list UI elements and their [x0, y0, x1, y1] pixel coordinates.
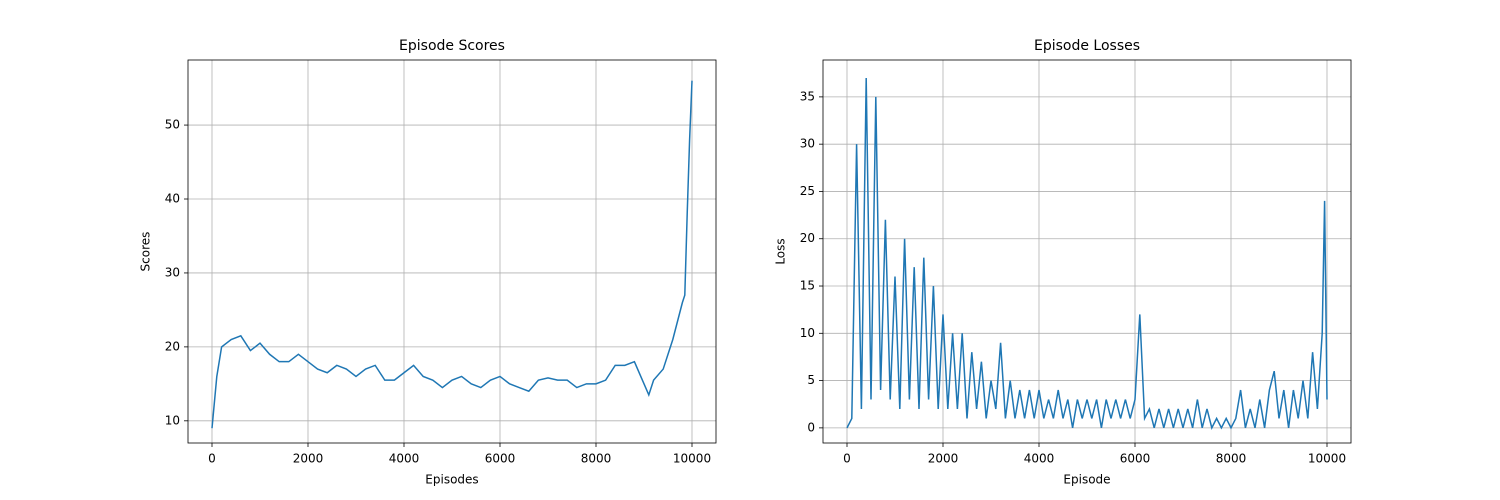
x-tick-label: 2000	[928, 452, 959, 466]
x-axis-label: Episodes	[425, 473, 478, 487]
y-tick-label: 20	[165, 339, 180, 353]
x-tick-label: 10000	[673, 452, 711, 466]
x-tick-label: 4000	[389, 452, 420, 466]
y-tick-label: 20	[800, 231, 815, 245]
data-line	[846, 77, 1328, 430]
x-tick-label: 10000	[1308, 452, 1346, 466]
x-tick-label: 8000	[581, 452, 612, 466]
x-tick-label: 2000	[293, 452, 324, 466]
y-tick-label: 15	[800, 279, 815, 293]
plot-frame	[822, 59, 1352, 444]
y-tick-label: 10	[800, 326, 815, 340]
y-tick-label: 30	[165, 265, 180, 279]
x-tick-label: 0	[843, 452, 851, 466]
y-tick-label: 5	[807, 373, 815, 387]
y-tick-label: 0	[807, 420, 815, 434]
x-tick-label: 6000	[485, 452, 516, 466]
y-tick-label: 50	[165, 118, 180, 132]
y-tick-label: 35	[800, 89, 815, 103]
y-tick-label: 40	[165, 192, 180, 206]
x-axis-label: Episode	[1063, 473, 1110, 487]
x-tick-label: 8000	[1216, 452, 1247, 466]
chart-title: Episode Scores	[399, 38, 505, 54]
x-tick-label: 6000	[1120, 452, 1151, 466]
y-tick-label: 10	[165, 413, 180, 427]
chart-title: Episode Losses	[1034, 38, 1140, 54]
y-axis-label: Scores	[139, 232, 153, 272]
plot-frame	[187, 59, 717, 444]
y-tick-label: 25	[800, 184, 815, 198]
data-line	[211, 80, 693, 429]
x-tick-label: 0	[208, 452, 216, 466]
y-tick-label: 30	[800, 137, 815, 151]
x-tick-label: 4000	[1024, 452, 1055, 466]
y-axis-label: Loss	[774, 238, 788, 264]
